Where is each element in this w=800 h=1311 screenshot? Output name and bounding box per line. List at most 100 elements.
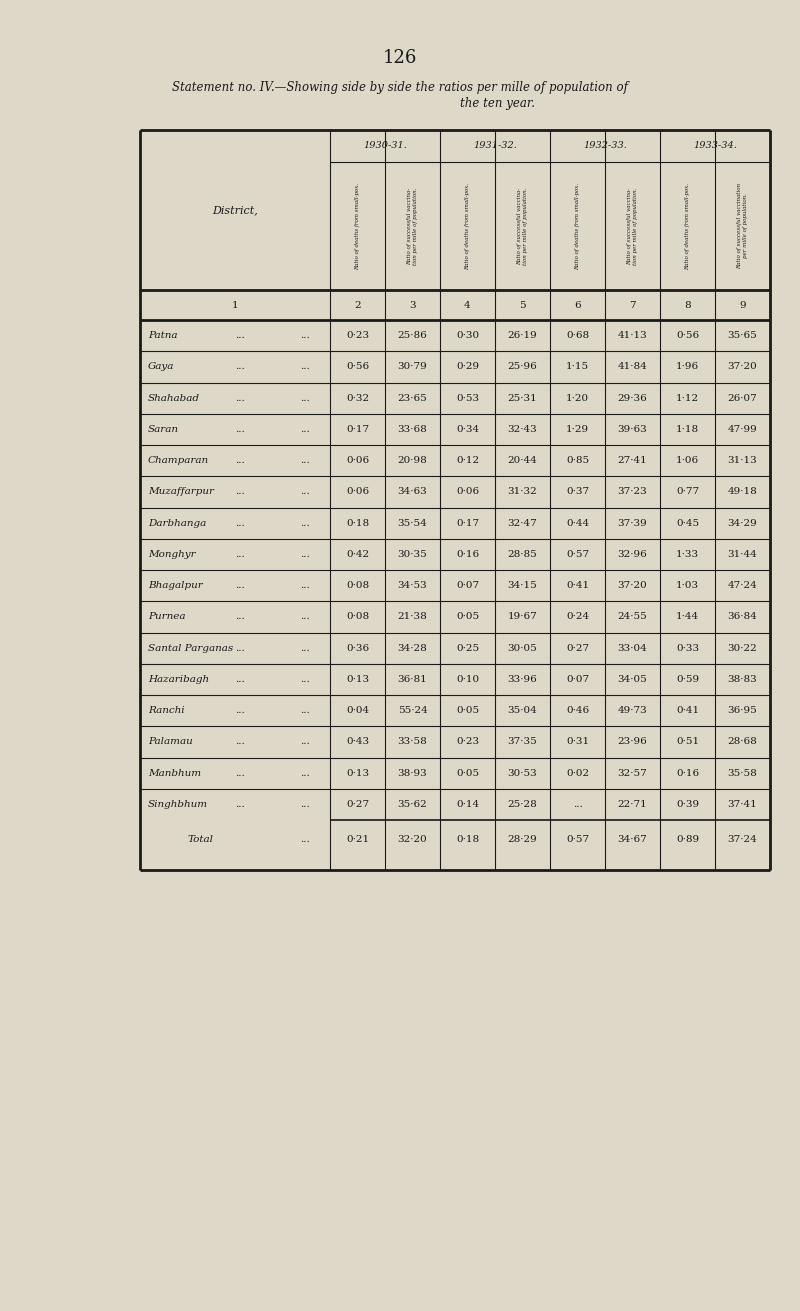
- Text: 0·43: 0·43: [346, 737, 369, 746]
- Text: ...: ...: [235, 675, 245, 684]
- Text: 20·44: 20·44: [508, 456, 538, 465]
- Text: 0·36: 0·36: [346, 644, 369, 653]
- Text: 0·41: 0·41: [566, 581, 589, 590]
- Text: 0·07: 0·07: [566, 675, 589, 684]
- Text: 5: 5: [519, 300, 526, 309]
- Text: ...: ...: [300, 675, 310, 684]
- Text: ...: ...: [235, 644, 245, 653]
- Text: 0·17: 0·17: [456, 519, 479, 527]
- Text: 24·55: 24·55: [618, 612, 647, 621]
- Text: ...: ...: [235, 768, 245, 777]
- Text: 28·29: 28·29: [508, 835, 538, 844]
- Text: 28·85: 28·85: [508, 549, 538, 558]
- Text: ...: ...: [300, 519, 310, 527]
- Text: 38·93: 38·93: [398, 768, 427, 777]
- Text: Manbhum: Manbhum: [148, 768, 201, 777]
- Text: 37·20: 37·20: [618, 581, 647, 590]
- Text: 23·65: 23·65: [398, 393, 427, 402]
- Text: ...: ...: [573, 800, 582, 809]
- Text: 0·16: 0·16: [456, 549, 479, 558]
- Text: 0·77: 0·77: [676, 488, 699, 497]
- Text: 0·45: 0·45: [676, 519, 699, 527]
- Text: ...: ...: [235, 549, 245, 558]
- Text: 19·67: 19·67: [508, 612, 538, 621]
- Text: 0·02: 0·02: [566, 768, 589, 777]
- Text: 8: 8: [684, 300, 691, 309]
- Text: 47·24: 47·24: [728, 581, 758, 590]
- Text: 1932-33.: 1932-33.: [583, 142, 627, 151]
- Text: 0·06: 0·06: [346, 488, 369, 497]
- Text: 37·39: 37·39: [618, 519, 647, 527]
- Text: 30·22: 30·22: [728, 644, 758, 653]
- Text: 0·59: 0·59: [676, 675, 699, 684]
- Text: 126: 126: [383, 49, 417, 67]
- Text: 32·43: 32·43: [508, 425, 538, 434]
- Text: 0·05: 0·05: [456, 612, 479, 621]
- Text: Total: Total: [187, 835, 213, 844]
- Text: 37·23: 37·23: [618, 488, 647, 497]
- Text: 34·29: 34·29: [728, 519, 758, 527]
- Text: Patna: Patna: [148, 332, 178, 340]
- Text: 0·13: 0·13: [346, 768, 369, 777]
- Text: 30·79: 30·79: [398, 362, 427, 371]
- Text: 0·41: 0·41: [676, 707, 699, 714]
- Text: ...: ...: [235, 800, 245, 809]
- Text: 0·42: 0·42: [346, 549, 369, 558]
- Text: Statement no. IV.—Showing side by side the ratios per mille of population of: Statement no. IV.—Showing side by side t…: [172, 81, 628, 94]
- Text: ...: ...: [300, 456, 310, 465]
- Text: 39·63: 39·63: [618, 425, 647, 434]
- Text: 26·07: 26·07: [728, 393, 758, 402]
- Text: 0·29: 0·29: [456, 362, 479, 371]
- Text: 33·58: 33·58: [398, 737, 427, 746]
- Text: 1·06: 1·06: [676, 456, 699, 465]
- Text: 38·83: 38·83: [728, 675, 758, 684]
- Text: 33·04: 33·04: [618, 644, 647, 653]
- Text: ...: ...: [300, 581, 310, 590]
- Text: 1933-34.: 1933-34.: [693, 142, 737, 151]
- Text: 21·38: 21·38: [398, 612, 427, 621]
- Text: 0·27: 0·27: [566, 644, 589, 653]
- Text: 49·73: 49·73: [618, 707, 647, 714]
- Text: 0·08: 0·08: [346, 581, 369, 590]
- Text: ...: ...: [300, 707, 310, 714]
- Text: 35·58: 35·58: [728, 768, 758, 777]
- Text: ...: ...: [300, 488, 310, 497]
- Text: 30·35: 30·35: [398, 549, 427, 558]
- Text: ...: ...: [235, 581, 245, 590]
- Text: Bhagalpur: Bhagalpur: [148, 581, 202, 590]
- Text: 0·16: 0·16: [676, 768, 699, 777]
- Text: Ratio of deaths from small-pox.: Ratio of deaths from small-pox.: [355, 182, 360, 270]
- Text: ...: ...: [235, 737, 245, 746]
- Text: 31·13: 31·13: [728, 456, 758, 465]
- Text: ...: ...: [235, 425, 245, 434]
- Text: 0·07: 0·07: [456, 581, 479, 590]
- Text: ...: ...: [300, 425, 310, 434]
- Text: 0·89: 0·89: [676, 835, 699, 844]
- Text: 28·68: 28·68: [728, 737, 758, 746]
- Text: 0·30: 0·30: [456, 332, 479, 340]
- Text: ...: ...: [300, 835, 310, 844]
- Text: 37·20: 37·20: [728, 362, 758, 371]
- Text: 32·20: 32·20: [398, 835, 427, 844]
- Text: 25·86: 25·86: [398, 332, 427, 340]
- Text: ...: ...: [300, 737, 310, 746]
- Text: 1·20: 1·20: [566, 393, 589, 402]
- Text: 37·35: 37·35: [508, 737, 538, 746]
- Text: 34·05: 34·05: [618, 675, 647, 684]
- Text: 0·57: 0·57: [566, 835, 589, 844]
- Text: ...: ...: [235, 456, 245, 465]
- Text: 0·34: 0·34: [456, 425, 479, 434]
- Text: ...: ...: [300, 800, 310, 809]
- Text: Ratio of successful vaccina-
tion per mille of population.: Ratio of successful vaccina- tion per mi…: [517, 187, 528, 265]
- Text: 0·23: 0·23: [346, 332, 369, 340]
- Text: 29·36: 29·36: [618, 393, 647, 402]
- Text: Ratio of successful vaccination
per mille of population.: Ratio of successful vaccination per mill…: [737, 184, 748, 269]
- Text: ...: ...: [235, 612, 245, 621]
- Text: 0·04: 0·04: [346, 707, 369, 714]
- Text: Saran: Saran: [148, 425, 179, 434]
- Text: 30·05: 30·05: [508, 644, 538, 653]
- Text: 33·68: 33·68: [398, 425, 427, 434]
- Text: 34·67: 34·67: [618, 835, 647, 844]
- Text: 25·96: 25·96: [508, 362, 538, 371]
- Text: 37·24: 37·24: [728, 835, 758, 844]
